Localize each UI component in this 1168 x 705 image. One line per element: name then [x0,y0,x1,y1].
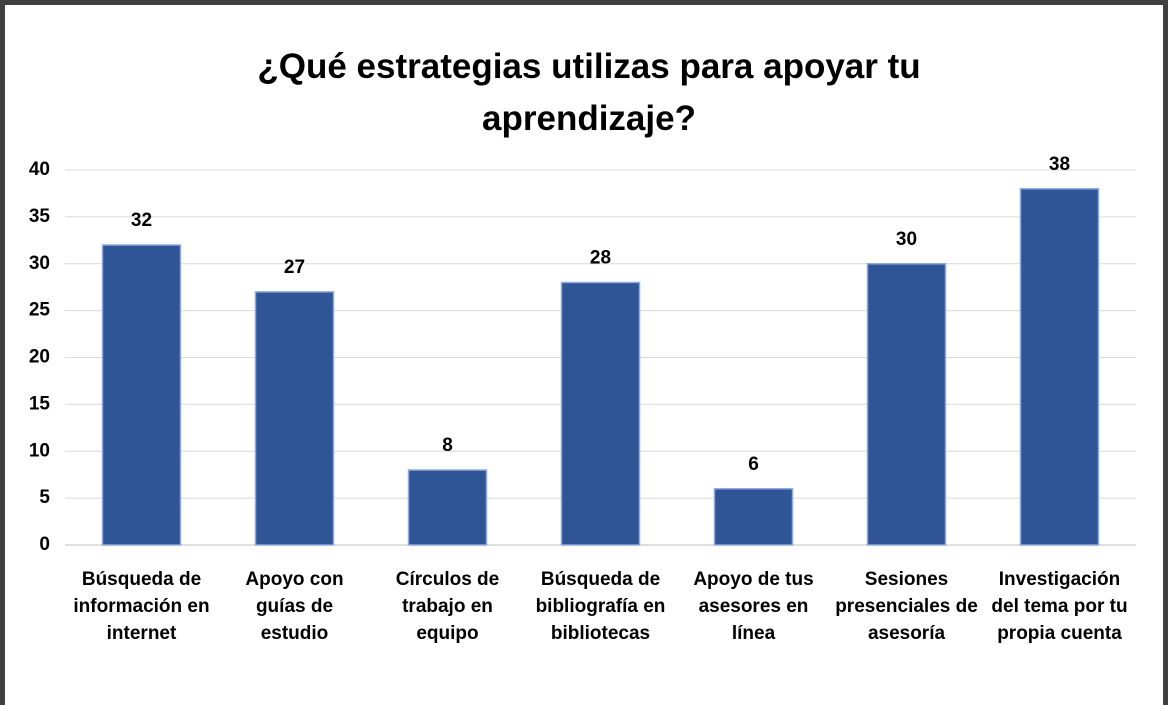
y-tick-label: 5 [39,487,50,508]
x-tick-label: Búsqueda de bibliografía en bibliotecas [535,569,666,644]
y-tick-label: 25 [29,300,51,321]
x-tick-label: Búsqueda de información en internet [73,569,210,644]
bar [407,469,488,546]
x-tick-label: Círculos de trabajo en equipo [395,569,500,644]
y-tick-label: 35 [29,206,51,227]
bar [1019,188,1100,546]
x-tick-label: Investigación del tema por tu propia cue… [991,569,1128,644]
x-tick-label: Apoyo de tus asesores en línea [693,569,814,644]
bar [866,263,947,546]
x-tick-label: Apoyo con guías de estudio [245,569,344,644]
bar [101,244,182,546]
bar [560,281,641,546]
data-label: 30 [896,229,917,250]
y-tick-label: 30 [29,253,50,274]
data-label: 32 [131,210,152,231]
data-label: 27 [284,257,305,278]
data-label: 8 [442,435,453,456]
y-tick-label: 15 [29,393,51,414]
data-label: 6 [748,454,759,475]
y-tick-label: 20 [29,347,50,368]
data-label: 28 [590,248,611,269]
bar [254,291,335,546]
chart-title: ¿Qué estrategias utilizas para apoyar tu… [257,47,921,138]
x-tick-label: Sesiones presenciales de asesoría [835,569,978,644]
y-tick-label: 0 [39,534,50,555]
bar [713,488,794,546]
y-tick-label: 10 [29,440,50,461]
y-tick-label: 40 [29,159,50,180]
data-label: 38 [1049,154,1070,175]
